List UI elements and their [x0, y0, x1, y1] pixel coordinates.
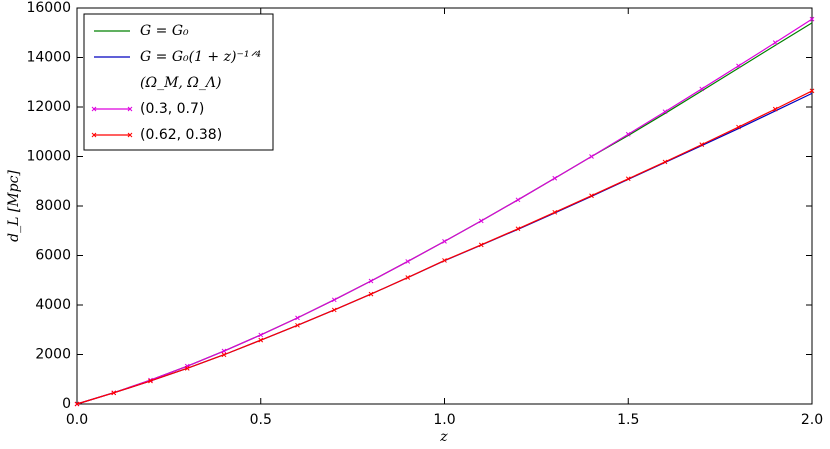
y-tick-label: 0 [62, 396, 71, 412]
legend-marker [91, 132, 97, 138]
legend-label: G = G₀(1 + z)⁻¹ᐟ⁴ [140, 49, 261, 65]
point-marker [772, 106, 778, 112]
legend-label: (0.3, 0.7) [140, 101, 204, 117]
point-marker [515, 197, 521, 203]
x-tick-label: 2.0 [801, 412, 823, 428]
point-marker [405, 259, 411, 264]
y-tick-label: 2000 [35, 347, 71, 363]
point-marker [589, 193, 594, 199]
y-tick-label: 4000 [35, 297, 71, 313]
point-marker [111, 390, 117, 396]
point-marker [331, 307, 337, 313]
point-marker [589, 154, 594, 159]
legend-heading: (Ω_M, Ω_Λ) [140, 75, 221, 91]
point-marker [552, 175, 558, 181]
point-marker [772, 40, 778, 46]
point-marker [148, 378, 153, 384]
point-marker [368, 291, 374, 297]
y-tick-label: 6000 [35, 248, 71, 264]
point-marker [478, 242, 484, 248]
legend-marker [127, 132, 133, 138]
legend-label: (0.62, 0.38) [140, 127, 222, 143]
point-marker [515, 226, 521, 232]
point-marker [221, 352, 227, 358]
point-marker [405, 275, 411, 280]
legend-marker [91, 106, 97, 112]
point-marker [699, 142, 705, 147]
point-marker [625, 176, 631, 182]
point-marker [736, 63, 741, 69]
point-marker [478, 218, 484, 224]
y-tick-label: 14000 [26, 50, 71, 66]
x-tick-label: 1.5 [617, 412, 639, 428]
x-tick-label: 1.0 [433, 412, 455, 428]
x-tick-label: 0.5 [250, 412, 272, 428]
point-marker [184, 366, 190, 371]
point-marker [736, 124, 741, 130]
y-tick-label: 16000 [26, 0, 71, 16]
x-axis-label: z [439, 429, 448, 445]
legend-box [83, 13, 274, 151]
point-marker [258, 337, 264, 343]
point-marker [295, 322, 300, 328]
y-axis-label: d_L [Mpc] [6, 170, 22, 242]
point-marker [331, 297, 337, 303]
point-marker [699, 86, 705, 92]
point-marker [442, 258, 447, 263]
point-marker [809, 16, 815, 22]
point-marker [295, 315, 300, 321]
point-marker [258, 332, 264, 338]
point-marker [442, 239, 447, 244]
point-marker [221, 348, 227, 354]
point-marker [662, 109, 668, 115]
point-marker [662, 159, 668, 165]
y-tick-label: 10000 [26, 149, 71, 165]
point-marker [368, 278, 374, 284]
point-marker [809, 88, 815, 94]
legend-marker [127, 106, 133, 112]
point-marker [625, 131, 631, 137]
y-tick-label: 8000 [35, 198, 71, 214]
point-marker [74, 401, 80, 407]
legend-label: G = G₀ [140, 23, 189, 39]
x-tick-label: 0.0 [66, 412, 88, 428]
point-marker [552, 209, 558, 215]
y-tick-label: 12000 [26, 99, 71, 115]
